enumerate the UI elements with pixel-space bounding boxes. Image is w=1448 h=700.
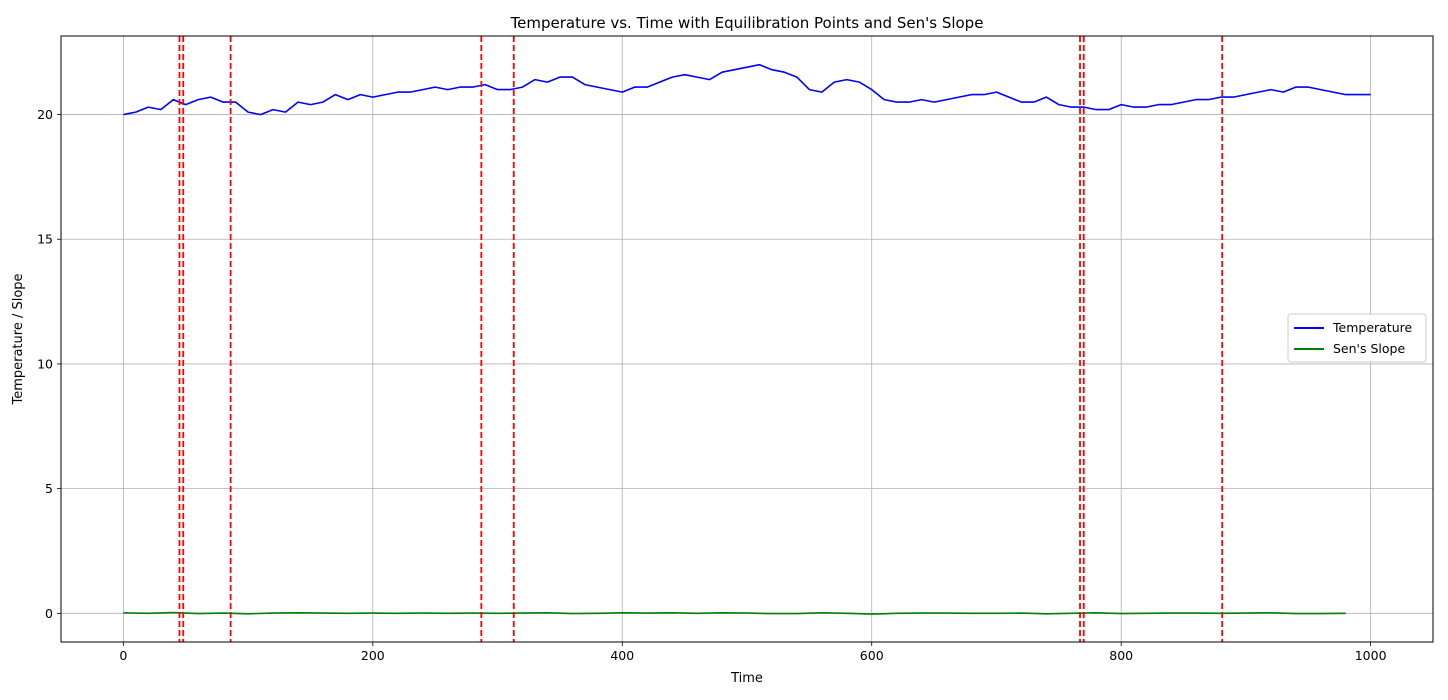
x-tick-label: 600 — [860, 648, 884, 663]
axis-ticks: 0 200 400 600 800 1000 0 5 10 15 20 — [37, 107, 1386, 663]
x-tick-label: 800 — [1109, 648, 1133, 663]
grid-lines — [61, 36, 1433, 642]
x-tick-label: 0 — [119, 648, 127, 663]
y-tick-label: 5 — [45, 481, 53, 496]
legend-temperature-label: Temperature — [1332, 320, 1412, 335]
y-tick-label: 15 — [37, 232, 53, 247]
legend-sens-slope-label: Sen's Slope — [1333, 341, 1405, 356]
plot-frame — [60, 35, 1434, 643]
y-tick-label: 20 — [37, 107, 53, 122]
x-tick-label: 200 — [361, 648, 385, 663]
sens-slope-line — [123, 611, 1346, 615]
legend: Temperature Sen's Slope — [1287, 313, 1427, 363]
y-tick-label: 10 — [37, 356, 53, 371]
x-tick-label: 400 — [610, 648, 634, 663]
equilibration-lines — [178, 36, 1224, 642]
x-axis-label: Time — [730, 671, 763, 686]
y-axis-label: Temperature / Slope — [11, 273, 26, 405]
y-tick-label: 0 — [45, 606, 53, 621]
temperature-line — [123, 63, 1371, 116]
series-layer — [123, 63, 1371, 615]
chart-title: Temperature vs. Time with Equilibration … — [510, 14, 984, 32]
x-tick-label: 1000 — [1355, 648, 1387, 663]
